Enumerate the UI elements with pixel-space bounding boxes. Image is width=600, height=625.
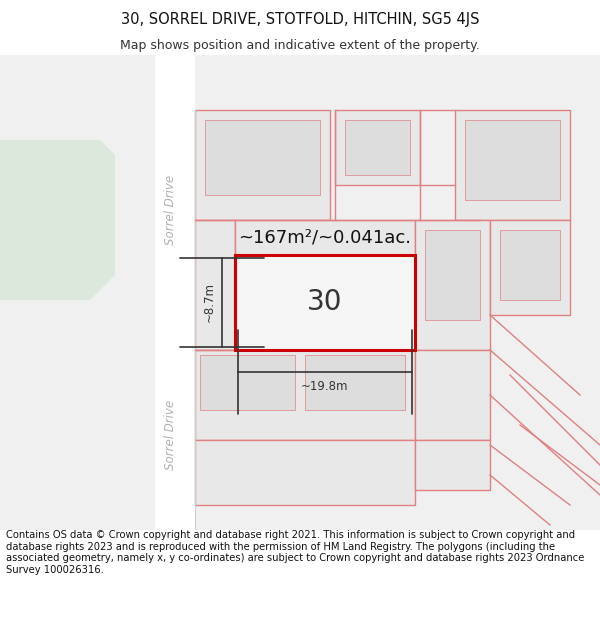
Text: 30: 30 [307, 289, 343, 316]
Bar [305, 355, 405, 410]
Polygon shape [0, 140, 115, 300]
Bar [195, 440, 415, 505]
Bar [200, 355, 295, 410]
Bar [500, 230, 560, 300]
Bar [240, 260, 370, 345]
Polygon shape [490, 350, 600, 530]
Text: ~167m²/~0.041ac.: ~167m²/~0.041ac. [239, 228, 412, 246]
Text: Sorrel Drive: Sorrel Drive [164, 175, 178, 245]
Bar [335, 110, 420, 185]
Bar [415, 440, 490, 490]
Bar [345, 120, 410, 175]
Bar [415, 220, 490, 350]
Text: Map shows position and indicative extent of the property.: Map shows position and indicative extent… [120, 39, 480, 51]
Text: Sorrel Drive: Sorrel Drive [164, 400, 178, 470]
Text: ~19.8m: ~19.8m [301, 379, 349, 392]
Bar [415, 350, 490, 440]
Bar [195, 110, 330, 220]
Bar [490, 220, 570, 315]
Text: Contains OS data © Crown copyright and database right 2021. This information is : Contains OS data © Crown copyright and d… [6, 530, 584, 575]
Bar [205, 120, 320, 195]
Text: 30, SORREL DRIVE, STOTFOLD, HITCHIN, SG5 4JS: 30, SORREL DRIVE, STOTFOLD, HITCHIN, SG5… [121, 12, 479, 27]
Bar [155, 55, 195, 530]
Bar [235, 255, 415, 350]
Bar [195, 350, 415, 440]
Text: ~8.7m: ~8.7m [203, 282, 215, 322]
Bar [195, 220, 235, 350]
Bar [455, 110, 570, 220]
Bar [235, 220, 415, 350]
Bar [425, 230, 480, 320]
Bar [465, 120, 560, 200]
